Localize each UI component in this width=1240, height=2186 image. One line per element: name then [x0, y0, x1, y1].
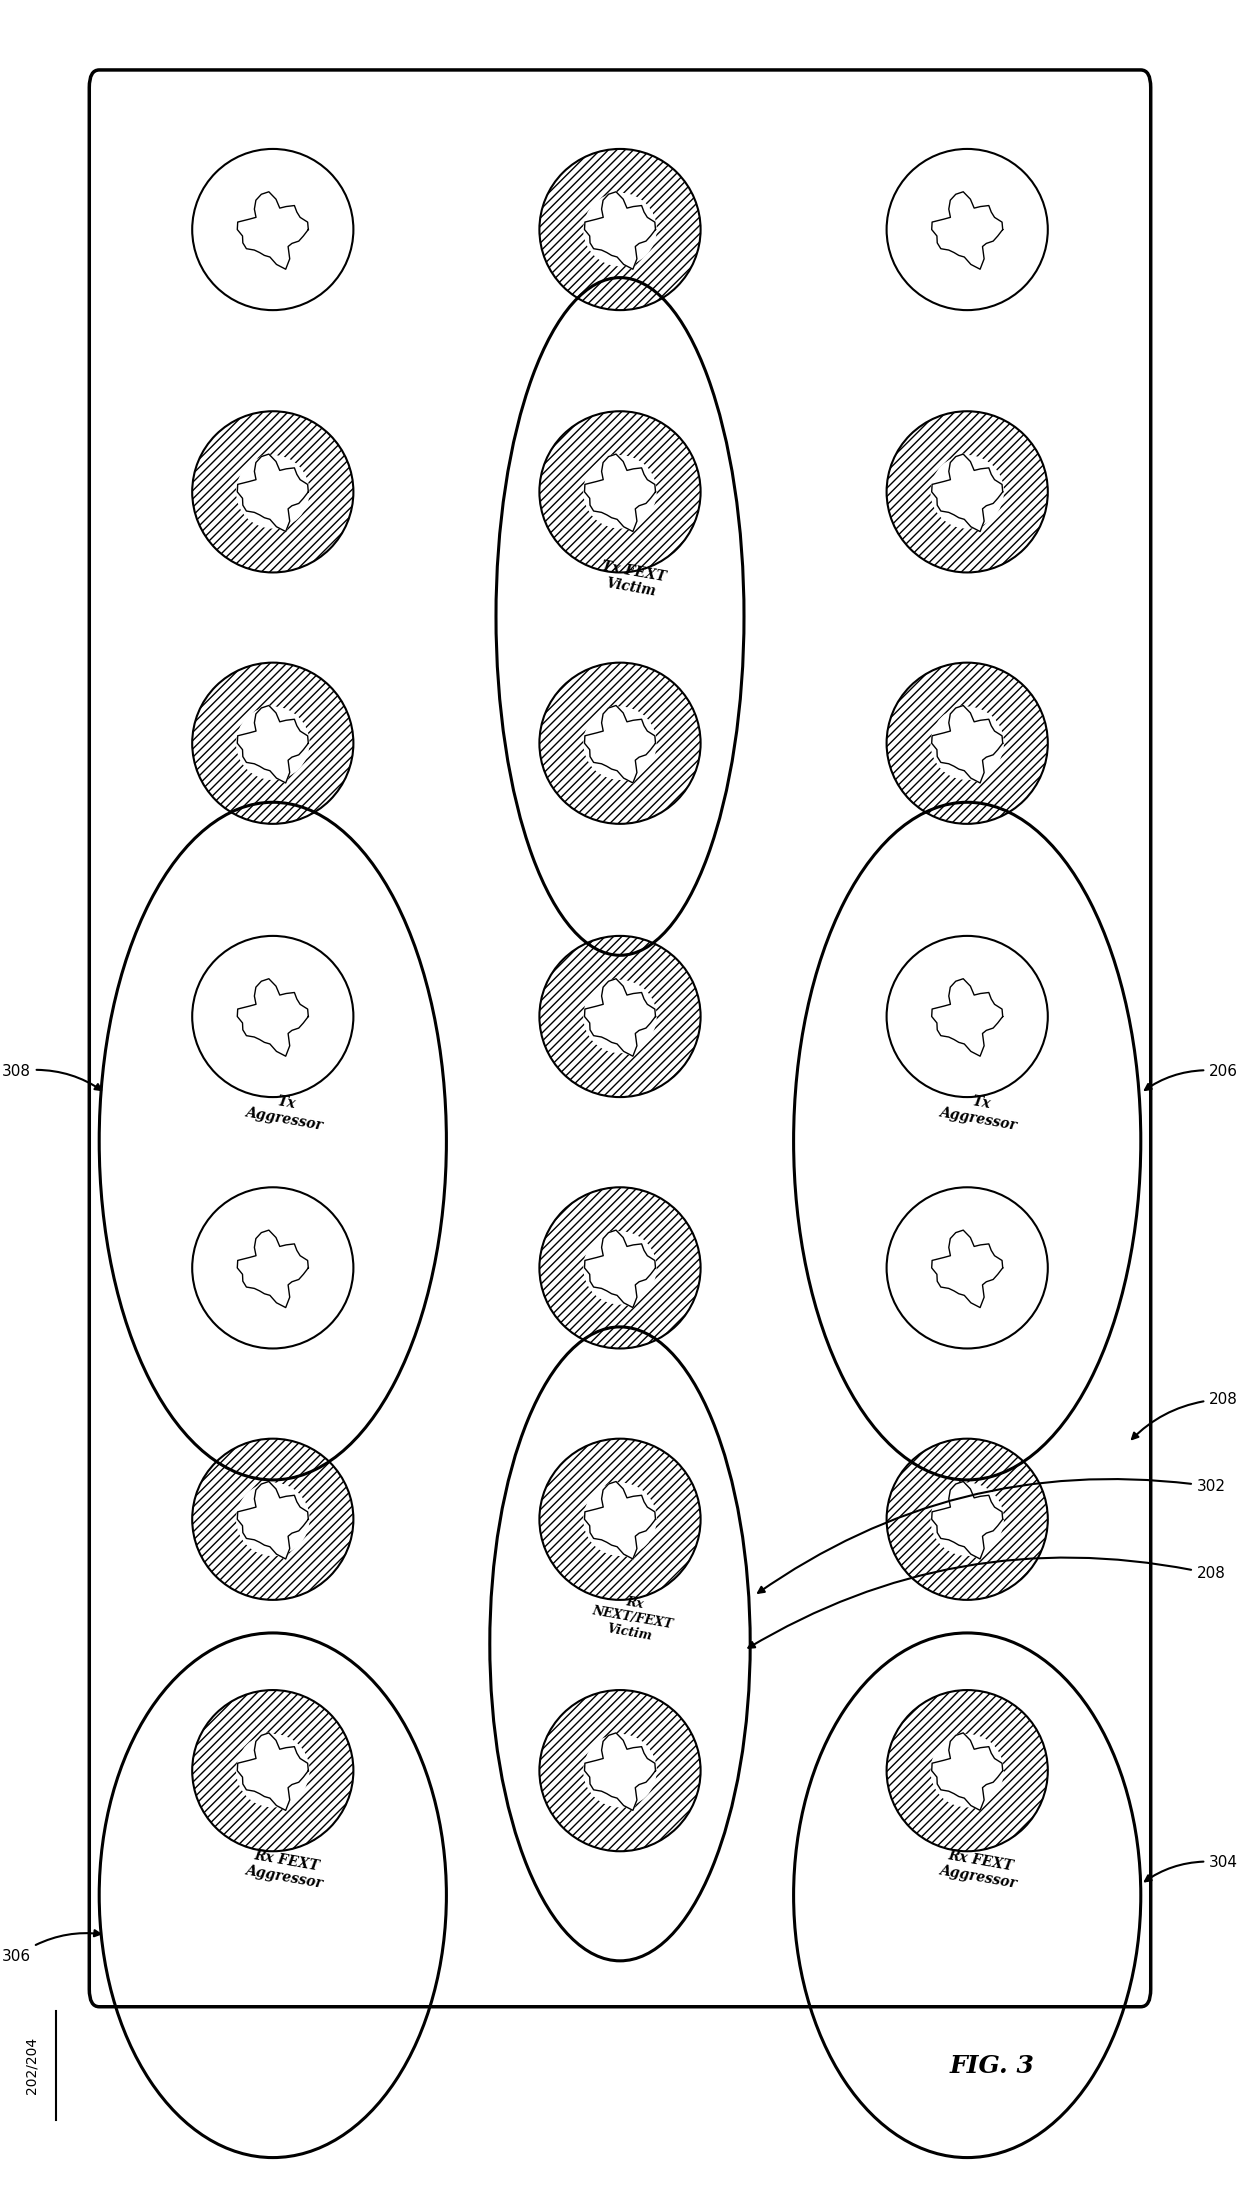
Ellipse shape [887, 411, 1048, 573]
Ellipse shape [539, 662, 701, 824]
Polygon shape [237, 455, 309, 531]
Ellipse shape [539, 149, 701, 310]
Ellipse shape [887, 662, 1048, 824]
Ellipse shape [930, 706, 1004, 780]
Ellipse shape [192, 1438, 353, 1600]
Ellipse shape [887, 149, 1048, 310]
Ellipse shape [887, 411, 1048, 573]
Text: Rx
NEXT/FEXT
Victim: Rx NEXT/FEXT Victim [588, 1589, 677, 1646]
Ellipse shape [583, 192, 657, 267]
Ellipse shape [539, 411, 701, 573]
Ellipse shape [887, 1438, 1048, 1600]
Ellipse shape [192, 411, 353, 573]
Ellipse shape [887, 662, 1048, 824]
Ellipse shape [192, 1187, 353, 1349]
Text: 206: 206 [1145, 1065, 1238, 1091]
Ellipse shape [887, 1690, 1048, 1852]
Polygon shape [931, 192, 1003, 269]
Ellipse shape [887, 1690, 1048, 1852]
Polygon shape [931, 1733, 1003, 1810]
Ellipse shape [192, 1187, 353, 1349]
Ellipse shape [192, 662, 353, 824]
Ellipse shape [583, 979, 657, 1054]
Ellipse shape [583, 1482, 657, 1556]
Polygon shape [931, 706, 1003, 783]
Text: Tx
Aggressor: Tx Aggressor [244, 1089, 326, 1132]
Text: 208: 208 [749, 1559, 1225, 1648]
Text: 208: 208 [1132, 1392, 1238, 1438]
Text: Tx
Aggressor: Tx Aggressor [939, 1089, 1021, 1132]
Polygon shape [237, 1733, 309, 1810]
Ellipse shape [539, 1438, 701, 1600]
Polygon shape [931, 1482, 1003, 1559]
Ellipse shape [583, 706, 657, 780]
Text: 304: 304 [1145, 1856, 1238, 1882]
FancyBboxPatch shape [89, 70, 1151, 2007]
Ellipse shape [583, 1231, 657, 1305]
Polygon shape [584, 1482, 656, 1559]
Ellipse shape [192, 1690, 353, 1852]
Ellipse shape [887, 1187, 1048, 1349]
Ellipse shape [887, 1438, 1048, 1600]
Text: FIG. 3: FIG. 3 [950, 2055, 1034, 2077]
Ellipse shape [192, 936, 353, 1097]
Polygon shape [931, 979, 1003, 1056]
Ellipse shape [539, 411, 701, 573]
Polygon shape [931, 1231, 1003, 1307]
Ellipse shape [236, 706, 310, 780]
Polygon shape [237, 979, 309, 1056]
Ellipse shape [192, 662, 353, 824]
Polygon shape [584, 455, 656, 531]
Ellipse shape [930, 1733, 1004, 1808]
Polygon shape [237, 706, 309, 783]
Ellipse shape [583, 455, 657, 529]
Ellipse shape [192, 1690, 353, 1852]
Ellipse shape [236, 1482, 310, 1556]
Text: Rx FEXT
Aggressor: Rx FEXT Aggressor [939, 1847, 1021, 1891]
Ellipse shape [539, 1438, 701, 1600]
Ellipse shape [887, 936, 1048, 1097]
Ellipse shape [583, 1733, 657, 1808]
Ellipse shape [887, 149, 1048, 310]
Polygon shape [931, 455, 1003, 531]
Ellipse shape [192, 1438, 353, 1600]
Ellipse shape [192, 149, 353, 310]
Text: 302: 302 [758, 1480, 1225, 1594]
Ellipse shape [539, 936, 701, 1097]
Text: Tx FEXT
Victim: Tx FEXT Victim [598, 560, 667, 599]
Text: 202/204: 202/204 [24, 2037, 38, 2094]
Text: 308: 308 [2, 1065, 102, 1091]
Ellipse shape [539, 662, 701, 824]
Polygon shape [584, 1231, 656, 1307]
Text: 306: 306 [2, 1930, 100, 1963]
Ellipse shape [539, 1187, 701, 1349]
Ellipse shape [192, 411, 353, 573]
Ellipse shape [887, 936, 1048, 1097]
Text: Rx FEXT
Aggressor: Rx FEXT Aggressor [244, 1847, 326, 1891]
Ellipse shape [236, 455, 310, 529]
Polygon shape [237, 1482, 309, 1559]
Ellipse shape [539, 936, 701, 1097]
Polygon shape [584, 192, 656, 269]
Ellipse shape [539, 1690, 701, 1852]
Polygon shape [584, 706, 656, 783]
Polygon shape [584, 979, 656, 1056]
Ellipse shape [192, 936, 353, 1097]
Ellipse shape [887, 1187, 1048, 1349]
Ellipse shape [930, 455, 1004, 529]
Polygon shape [237, 1231, 309, 1307]
Ellipse shape [539, 149, 701, 310]
Ellipse shape [192, 149, 353, 310]
Ellipse shape [539, 1187, 701, 1349]
Ellipse shape [539, 1690, 701, 1852]
Ellipse shape [236, 1733, 310, 1808]
Polygon shape [584, 1733, 656, 1810]
Polygon shape [237, 192, 309, 269]
Ellipse shape [930, 1482, 1004, 1556]
